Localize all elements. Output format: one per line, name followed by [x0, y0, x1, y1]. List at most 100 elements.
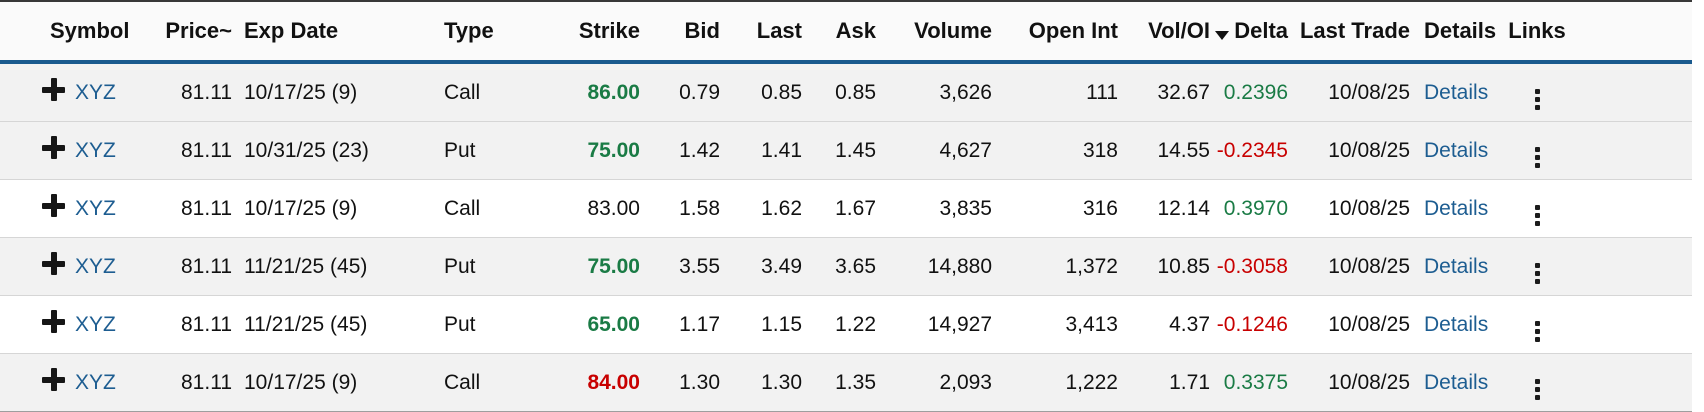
- last-trade-cell: 10/08/25: [1292, 121, 1414, 180]
- details-link[interactable]: Details: [1424, 370, 1489, 394]
- bid-cell: 1.17: [658, 295, 724, 354]
- details-link[interactable]: Details: [1424, 254, 1489, 278]
- filler-cell: [1572, 353, 1692, 412]
- price-cell: 81.11: [158, 237, 236, 296]
- details-link[interactable]: Details: [1424, 196, 1489, 220]
- exp-date-cell: 10/17/25 (9): [236, 179, 444, 238]
- col-header-vol-oi[interactable]: Vol/OI: [1122, 1, 1229, 64]
- volume-cell: 14,927: [880, 295, 996, 354]
- links-cell: [1502, 121, 1572, 180]
- last-cell: 1.62: [724, 179, 806, 238]
- symbol-cell: XYZ: [50, 295, 158, 354]
- col-header-price[interactable]: Price~: [158, 1, 236, 64]
- kebab-menu-icon[interactable]: [1534, 378, 1540, 400]
- details-link[interactable]: Details: [1424, 80, 1489, 104]
- details-link[interactable]: Details: [1424, 138, 1489, 162]
- filler-cell: [1572, 295, 1692, 354]
- symbol-link[interactable]: XYZ: [75, 312, 116, 336]
- expand-row-button[interactable]: [42, 368, 65, 391]
- kebab-menu-icon[interactable]: [1534, 204, 1540, 226]
- type-cell: Put: [444, 237, 554, 296]
- expand-row-button[interactable]: [42, 252, 65, 275]
- last-cell: 1.30: [724, 353, 806, 412]
- symbol-link[interactable]: XYZ: [75, 196, 116, 220]
- strike-cell: 86.00: [554, 62, 658, 122]
- last-cell: 1.41: [724, 121, 806, 180]
- volume-cell: 14,880: [880, 237, 996, 296]
- type-cell: Call: [444, 62, 554, 122]
- delta-cell: 0.3375: [1214, 353, 1292, 412]
- bid-cell: 0.79: [658, 62, 724, 122]
- price-cell: 81.11: [158, 62, 236, 122]
- open-int-cell: 3,413: [996, 295, 1122, 354]
- ask-cell: 0.85: [806, 62, 880, 122]
- symbol-link[interactable]: XYZ: [75, 254, 116, 278]
- col-header-last[interactable]: Last: [724, 1, 806, 64]
- header-row: Symbol Price~ Exp Date Type Strike Bid L…: [0, 1, 1692, 64]
- plus-icon: [42, 136, 65, 159]
- last-cell: 0.85: [724, 62, 806, 122]
- col-header-symbol[interactable]: Symbol: [50, 1, 158, 64]
- vol-oi-cell: 12.14: [1122, 179, 1214, 238]
- type-cell: Put: [444, 295, 554, 354]
- last-trade-cell: 10/08/25: [1292, 62, 1414, 122]
- expand-row-button[interactable]: [42, 310, 65, 333]
- kebab-menu-icon[interactable]: [1534, 146, 1540, 168]
- open-int-cell: 318: [996, 121, 1122, 180]
- delta-cell: -0.3058: [1214, 237, 1292, 296]
- col-header-last-trade[interactable]: Last Trade: [1292, 1, 1414, 64]
- volume-cell: 3,835: [880, 179, 996, 238]
- ask-cell: 1.35: [806, 353, 880, 412]
- last-trade-cell: 10/08/25: [1292, 295, 1414, 354]
- strike-cell: 65.00: [554, 295, 658, 354]
- expand-row-button[interactable]: [42, 194, 65, 217]
- expander-cell: [0, 295, 65, 354]
- details-cell: Details: [1414, 237, 1502, 296]
- bid-cell: 1.42: [658, 121, 724, 180]
- kebab-menu-icon[interactable]: [1534, 88, 1540, 110]
- type-cell: Call: [444, 353, 554, 412]
- delta-cell: -0.1246: [1214, 295, 1292, 354]
- col-header-links: Links: [1502, 1, 1572, 64]
- expander-cell: [0, 179, 65, 238]
- table-row: XYZ 81.11 10/17/25 (9) Call 83.00 1.58 1…: [0, 179, 1692, 238]
- details-cell: Details: [1414, 353, 1502, 412]
- ask-cell: 1.22: [806, 295, 880, 354]
- last-cell: 3.49: [724, 237, 806, 296]
- expand-row-button[interactable]: [42, 136, 65, 159]
- plus-icon: [42, 252, 65, 275]
- table-row: XYZ 81.11 11/21/25 (45) Put 75.00 3.55 3…: [0, 237, 1692, 296]
- col-header-expander: [0, 1, 50, 64]
- last-trade-cell: 10/08/25: [1292, 353, 1414, 412]
- col-header-strike[interactable]: Strike: [554, 1, 658, 64]
- kebab-menu-icon[interactable]: [1534, 262, 1540, 284]
- exp-date-cell: 10/17/25 (9): [236, 353, 444, 412]
- col-header-exp-date[interactable]: Exp Date: [236, 1, 444, 64]
- last-trade-cell: 10/08/25: [1292, 237, 1414, 296]
- table-row: XYZ 81.11 10/31/25 (23) Put 75.00 1.42 1…: [0, 121, 1692, 180]
- expander-cell: [0, 353, 65, 412]
- links-cell: [1502, 62, 1572, 122]
- col-header-ask[interactable]: Ask: [806, 1, 880, 64]
- filler-cell: [1572, 62, 1692, 122]
- expand-row-button[interactable]: [42, 78, 65, 101]
- col-header-open-int[interactable]: Open Int: [996, 1, 1122, 64]
- details-cell: Details: [1414, 121, 1502, 180]
- price-cell: 81.11: [158, 295, 236, 354]
- symbol-cell: XYZ: [50, 121, 158, 180]
- ask-cell: 1.67: [806, 179, 880, 238]
- expander-cell: [0, 237, 65, 296]
- symbol-link[interactable]: XYZ: [75, 138, 116, 162]
- col-header-volume[interactable]: Volume: [880, 1, 996, 64]
- symbol-link[interactable]: XYZ: [75, 80, 116, 104]
- details-link[interactable]: Details: [1424, 312, 1489, 336]
- col-header-bid[interactable]: Bid: [658, 1, 724, 64]
- last-trade-cell: 10/08/25: [1292, 179, 1414, 238]
- symbol-link[interactable]: XYZ: [75, 370, 116, 394]
- kebab-menu-icon[interactable]: [1534, 320, 1540, 342]
- details-cell: Details: [1414, 295, 1502, 354]
- col-header-type[interactable]: Type: [444, 1, 554, 64]
- bid-cell: 3.55: [658, 237, 724, 296]
- col-header-delta[interactable]: Delta: [1214, 1, 1292, 64]
